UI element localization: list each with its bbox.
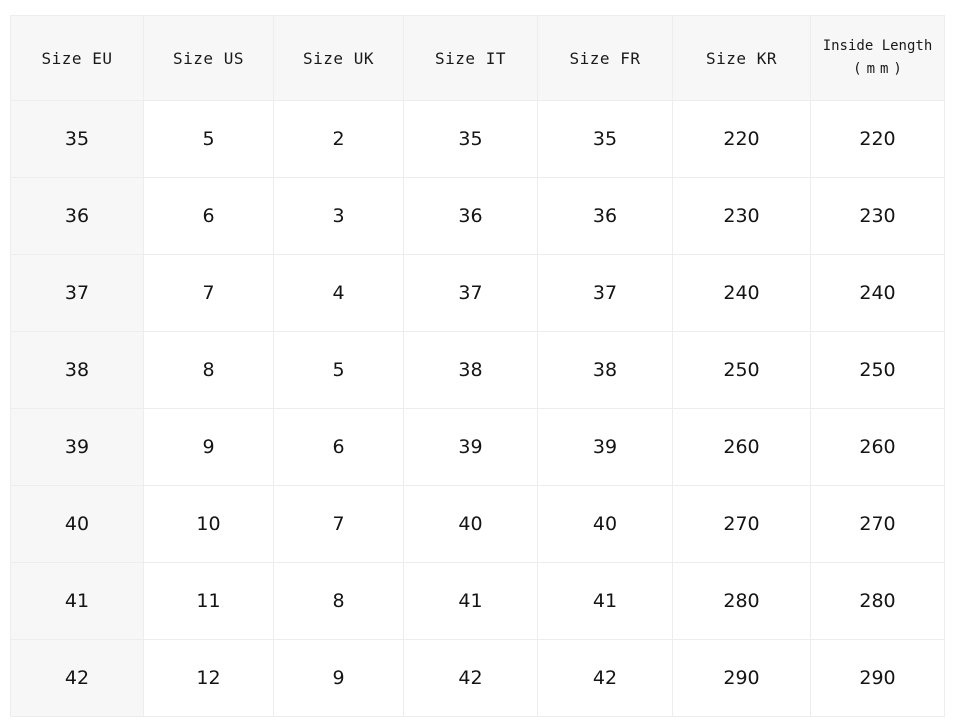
table-cell: 38: [537, 331, 673, 409]
table-cell: 3: [273, 177, 404, 255]
table-cell: 8: [273, 562, 404, 640]
table-cell: 7: [273, 485, 404, 563]
table-cell: 8: [143, 331, 274, 409]
table-cell: 290: [810, 639, 945, 717]
table-row: 35 5 2 35 35 220 220: [10, 100, 945, 178]
table-cell: 230: [672, 177, 811, 255]
table-cell: 270: [672, 485, 811, 563]
table-cell: 36: [10, 177, 144, 255]
table-cell: 6: [143, 177, 274, 255]
table-cell: 290: [672, 639, 811, 717]
table-row: 41 11 8 41 41 280 280: [10, 562, 945, 640]
table-cell: 11: [143, 562, 274, 640]
table-row: 40 10 7 40 40 270 270: [10, 485, 945, 563]
table-cell: 260: [672, 408, 811, 486]
table-cell: 39: [10, 408, 144, 486]
table-cell: 6: [273, 408, 404, 486]
size-chart-table: Size EU Size US Size UK Size IT Size FR …: [10, 15, 945, 717]
table-cell: 41: [403, 562, 538, 640]
table-cell: 220: [810, 100, 945, 178]
table-row: 37 7 4 37 37 240 240: [10, 254, 945, 332]
table-cell: 40: [403, 485, 538, 563]
column-header-inside-length: Inside Length (mm): [810, 15, 945, 101]
table-cell: 240: [810, 254, 945, 332]
table-cell: 9: [143, 408, 274, 486]
table-cell: 38: [403, 331, 538, 409]
table-row: 36 6 3 36 36 230 230: [10, 177, 945, 255]
table-cell: 39: [403, 408, 538, 486]
table-cell: 42: [403, 639, 538, 717]
table-cell: 2: [273, 100, 404, 178]
table-cell: 42: [10, 639, 144, 717]
column-header-size-eu: Size EU: [10, 15, 144, 101]
table-cell: 280: [810, 562, 945, 640]
table-cell: 5: [143, 100, 274, 178]
column-header-size-kr: Size KR: [672, 15, 811, 101]
table-cell: 37: [403, 254, 538, 332]
table-cell: 230: [810, 177, 945, 255]
table-cell: 220: [672, 100, 811, 178]
table-row: 42 12 9 42 42 290 290: [10, 639, 945, 717]
inside-length-label: Inside Length: [822, 38, 933, 55]
table-cell: 36: [403, 177, 538, 255]
table-cell: 40: [537, 485, 673, 563]
table-cell: 38: [10, 331, 144, 409]
column-header-size-fr: Size FR: [537, 15, 673, 101]
table-cell: 36: [537, 177, 673, 255]
table-cell: 280: [672, 562, 811, 640]
column-header-size-us: Size US: [143, 15, 274, 101]
table-cell: 39: [537, 408, 673, 486]
table-cell: 37: [10, 254, 144, 332]
table-cell: 5: [273, 331, 404, 409]
table-cell: 41: [537, 562, 673, 640]
table-cell: 37: [537, 254, 673, 332]
header-row: Size EU Size US Size UK Size IT Size FR …: [10, 15, 945, 101]
table-cell: 9: [273, 639, 404, 717]
table-cell: 250: [810, 331, 945, 409]
table-cell: 4: [273, 254, 404, 332]
table-cell: 12: [143, 639, 274, 717]
table-cell: 260: [810, 408, 945, 486]
column-header-size-it: Size IT: [403, 15, 538, 101]
inside-length-unit: (mm): [853, 61, 907, 77]
table-cell: 35: [403, 100, 538, 178]
table-cell: 42: [537, 639, 673, 717]
table-cell: 240: [672, 254, 811, 332]
table-cell: 41: [10, 562, 144, 640]
table-cell: 10: [143, 485, 274, 563]
table-cell: 35: [537, 100, 673, 178]
table-row: 39 9 6 39 39 260 260: [10, 408, 945, 486]
table-cell: 35: [10, 100, 144, 178]
table-cell: 7: [143, 254, 274, 332]
table-cell: 250: [672, 331, 811, 409]
column-header-size-uk: Size UK: [273, 15, 404, 101]
table-row: 38 8 5 38 38 250 250: [10, 331, 945, 409]
table-cell: 40: [10, 485, 144, 563]
table-cell: 270: [810, 485, 945, 563]
